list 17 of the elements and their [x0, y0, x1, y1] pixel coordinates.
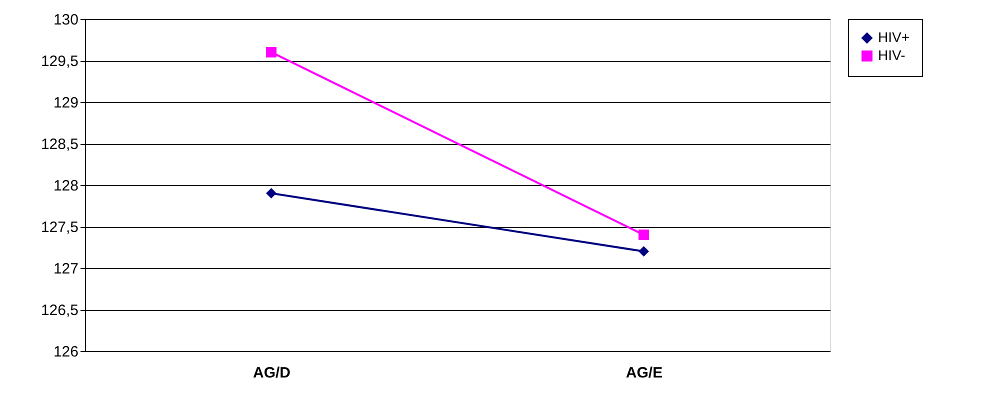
point: [638, 230, 649, 240]
point: [266, 188, 276, 199]
y-tick-label: 128,5: [40, 136, 78, 153]
x-tick-label: AG/E: [626, 364, 663, 382]
point: [638, 246, 649, 257]
y-tick-label: 126: [53, 344, 78, 360]
y-tick-label: 129,5: [40, 53, 78, 70]
y-tick-label: 126,5: [40, 302, 78, 319]
legend-label: HIV-: [878, 47, 906, 63]
y-tick-label: 128: [53, 178, 78, 194]
point: [266, 46, 276, 58]
y-tick-label: 130: [53, 12, 78, 28]
legend-label: HIV+: [878, 29, 910, 45]
y-tick-label: 127: [53, 260, 78, 278]
y-tick-label: 129: [53, 94, 78, 112]
y-tick-label: 127,5: [40, 219, 78, 236]
x-tick-label: AG/D: [253, 364, 291, 382]
